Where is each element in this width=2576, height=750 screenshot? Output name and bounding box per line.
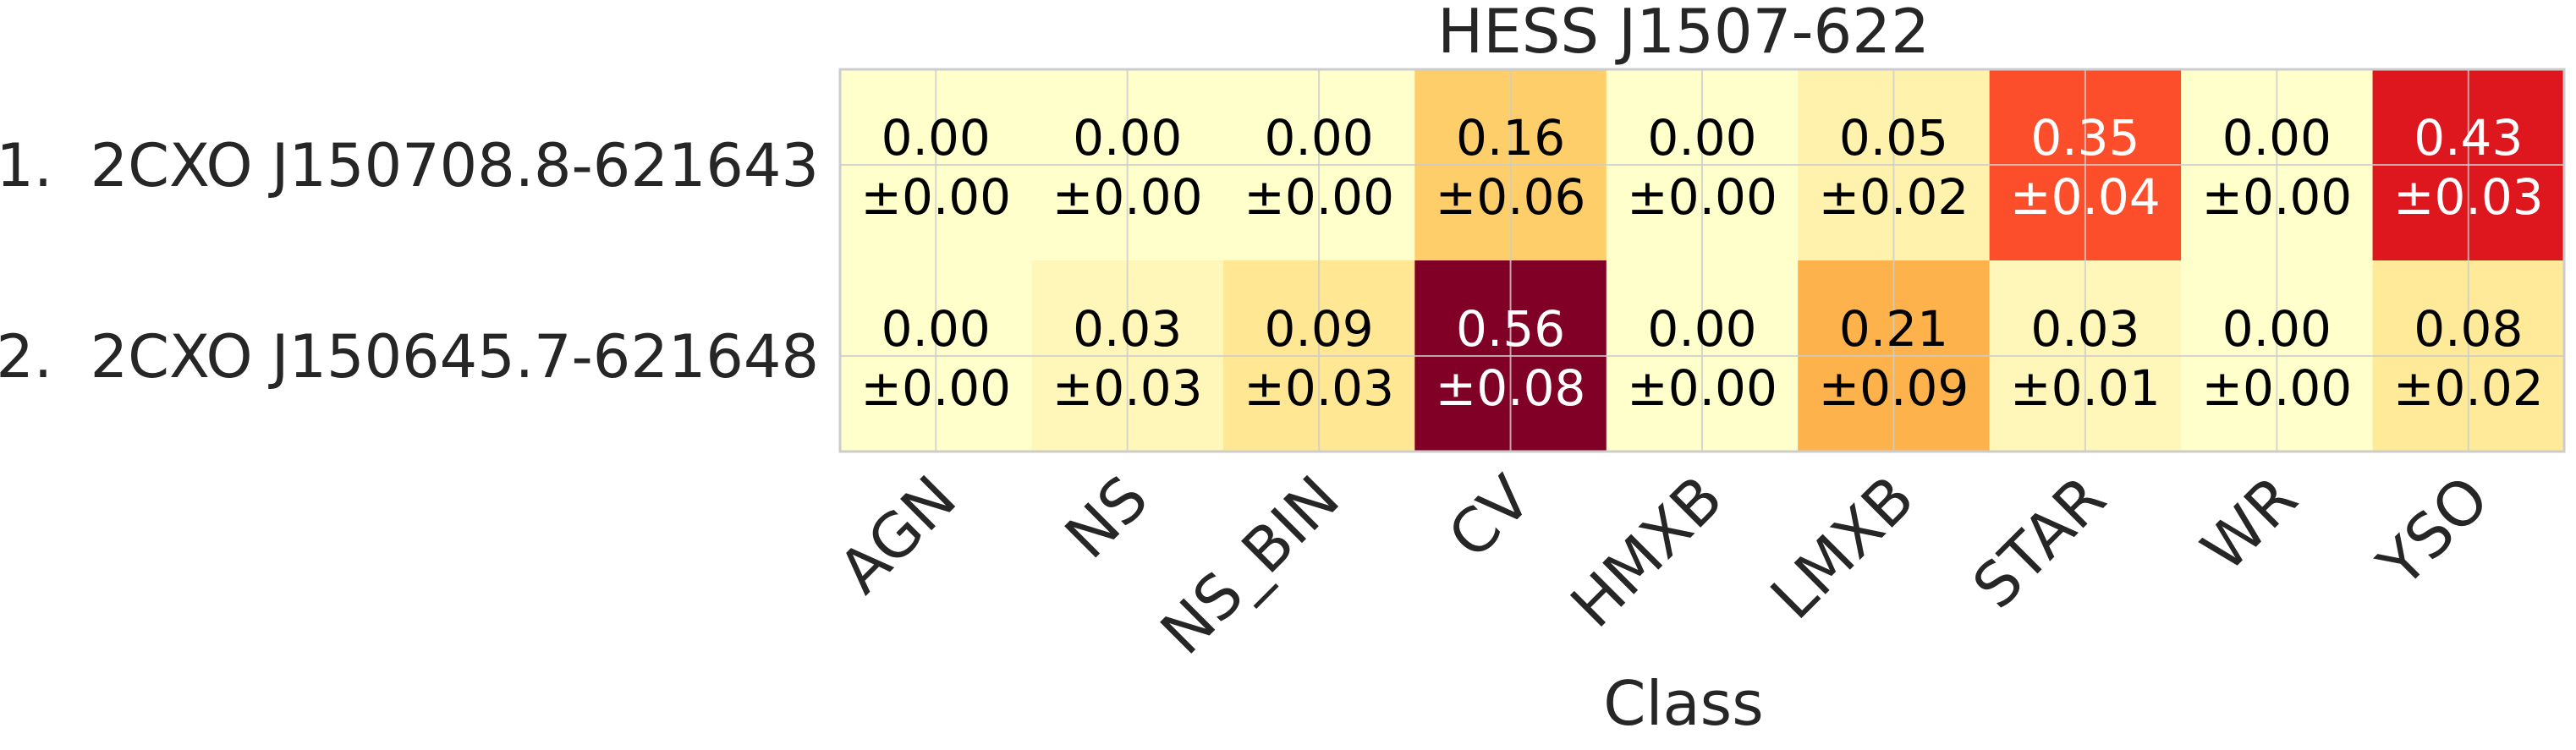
cell-error-label: ±0.00	[1627, 359, 1777, 417]
cell-value-label: 0.00	[882, 109, 991, 167]
x-tick-label: STAR	[1959, 463, 2119, 622]
cell-value-label: 0.43	[2414, 109, 2523, 167]
row-label: 1. 2CXO J150708.8-621643	[0, 131, 819, 200]
cell-value-label: 0.00	[882, 300, 991, 358]
cell-value-label: 0.05	[1839, 109, 1948, 167]
cell-value-label: 0.00	[1073, 109, 1182, 167]
cell-error-label: ±0.02	[2393, 359, 2544, 417]
grid-lines	[840, 69, 2564, 452]
cell-value-label: 0.00	[2222, 300, 2332, 358]
cell-value-label: 0.21	[1839, 300, 1948, 358]
cell-value-label: 0.00	[1647, 109, 1756, 167]
row-labels: 1. 2CXO J150708.8-621643 2. 2CXO J150645.…	[0, 131, 819, 391]
cell-error-label: ±0.09	[1819, 359, 1969, 417]
cell-value-label: 0.00	[1647, 300, 1756, 358]
cell-error-label: ±0.00	[1244, 168, 1394, 226]
cell-value-label: 0.09	[1265, 300, 1374, 358]
cell-error-label: ±0.03	[2393, 168, 2544, 226]
cell-error-label: ±0.00	[860, 359, 1011, 417]
cell-error-label: ±0.00	[2201, 359, 2352, 417]
cell-error-label: ±0.04	[2010, 168, 2161, 226]
chart-title: HESS J1507-622	[1437, 0, 1930, 67]
x-tick-label: CV	[1435, 463, 1545, 572]
cell-value-label: 0.35	[2030, 109, 2139, 167]
cell-error-label: ±0.00	[2201, 168, 2352, 226]
row-label: 2. 2CXO J150645.7-621648	[0, 322, 819, 391]
x-tick-label: AGN	[825, 463, 969, 607]
cell-error-label: ±0.03	[1244, 359, 1394, 417]
cell-value-label: 0.03	[1073, 300, 1182, 358]
x-tick-label: HMXB	[1557, 463, 1736, 641]
cell-error-label: ±0.08	[1436, 359, 1586, 417]
cell-error-label: ±0.03	[1052, 359, 1203, 417]
cell-value-label: 0.03	[2030, 300, 2139, 358]
cell-error-label: ±0.01	[2010, 359, 2161, 417]
cell-error-label: ±0.02	[1819, 168, 1969, 226]
cell-value-label: 0.08	[2414, 300, 2523, 358]
cell-error-label: ±0.06	[1436, 168, 1586, 226]
x-tick-label: YSO	[2364, 463, 2502, 601]
cell-error-label: ±0.00	[860, 168, 1011, 226]
x-tick-label: LMXB	[1757, 463, 1927, 632]
cell-value-label: 0.00	[2222, 109, 2332, 167]
x-tick-label: NS_BIN	[1147, 463, 1353, 668]
cell-error-label: ±0.00	[1052, 168, 1203, 226]
cell-labels: 0.00±0.000.00±0.000.00±0.000.16±0.060.00…	[860, 109, 2543, 417]
cell-value-label: 0.16	[1456, 109, 1565, 167]
x-tick-label: NS	[1052, 463, 1162, 572]
x-axis-label: Class	[1603, 668, 1763, 739]
x-tick-label: WR	[2188, 463, 2310, 585]
cell-error-label: ±0.00	[1627, 168, 1777, 226]
cell-value-label: 0.56	[1456, 300, 1565, 358]
cell-value-label: 0.00	[1265, 109, 1374, 167]
plot-frame	[838, 68, 2566, 453]
